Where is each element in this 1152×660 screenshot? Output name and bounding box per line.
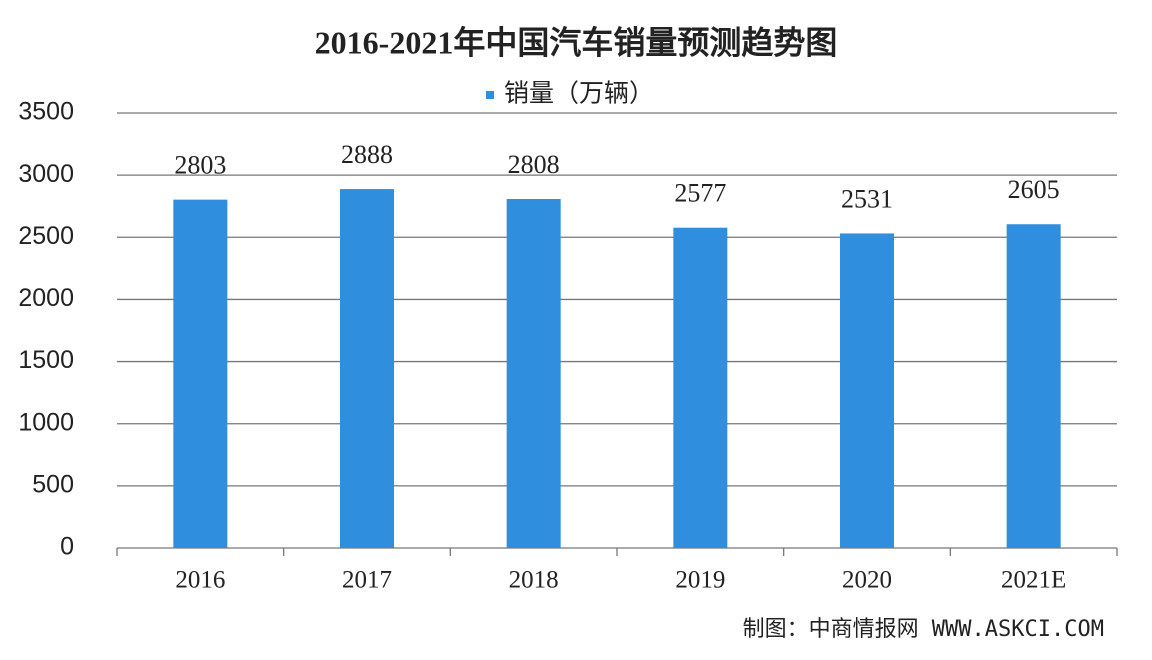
- y-tick-label: 1000: [18, 408, 74, 436]
- bar: [173, 199, 228, 548]
- value-label: 2888: [341, 140, 393, 169]
- y-tick-label: 0: [60, 533, 74, 561]
- x-tick-label: 2016: [175, 567, 225, 594]
- bar: [840, 233, 894, 548]
- legend-label: 销量（万辆）: [504, 80, 654, 108]
- y-tick-label: 2000: [18, 284, 74, 312]
- source-note: 制图：中商情报网 WWW.ASKCI.COM: [743, 617, 1104, 642]
- value-label: 2605: [1008, 175, 1060, 204]
- value-label: 2531: [841, 184, 893, 213]
- x-tick-label: 2017: [342, 567, 392, 594]
- y-tick-label: 3500: [18, 98, 74, 126]
- x-tick-label: 2018: [509, 567, 559, 594]
- x-tick-label: 2020: [842, 567, 892, 594]
- bar: [1006, 224, 1061, 548]
- legend-swatch: [486, 91, 494, 99]
- value-label: 2808: [508, 150, 560, 179]
- bar: [340, 189, 394, 548]
- chart-title: 2016-2021年中国汽车销量预测趋势图: [315, 24, 838, 60]
- y-tick-label: 1500: [18, 346, 74, 374]
- y-tick-label: 500: [32, 470, 74, 498]
- value-label: 2803: [174, 151, 226, 180]
- y-tick-label: 3000: [18, 160, 74, 188]
- x-tick-label: 2021E: [1001, 567, 1066, 594]
- x-tick-label: 2019: [675, 567, 725, 594]
- bar: [506, 199, 561, 548]
- y-tick-label: 2500: [18, 222, 74, 250]
- bar: [673, 227, 728, 549]
- value-label: 2577: [674, 179, 726, 208]
